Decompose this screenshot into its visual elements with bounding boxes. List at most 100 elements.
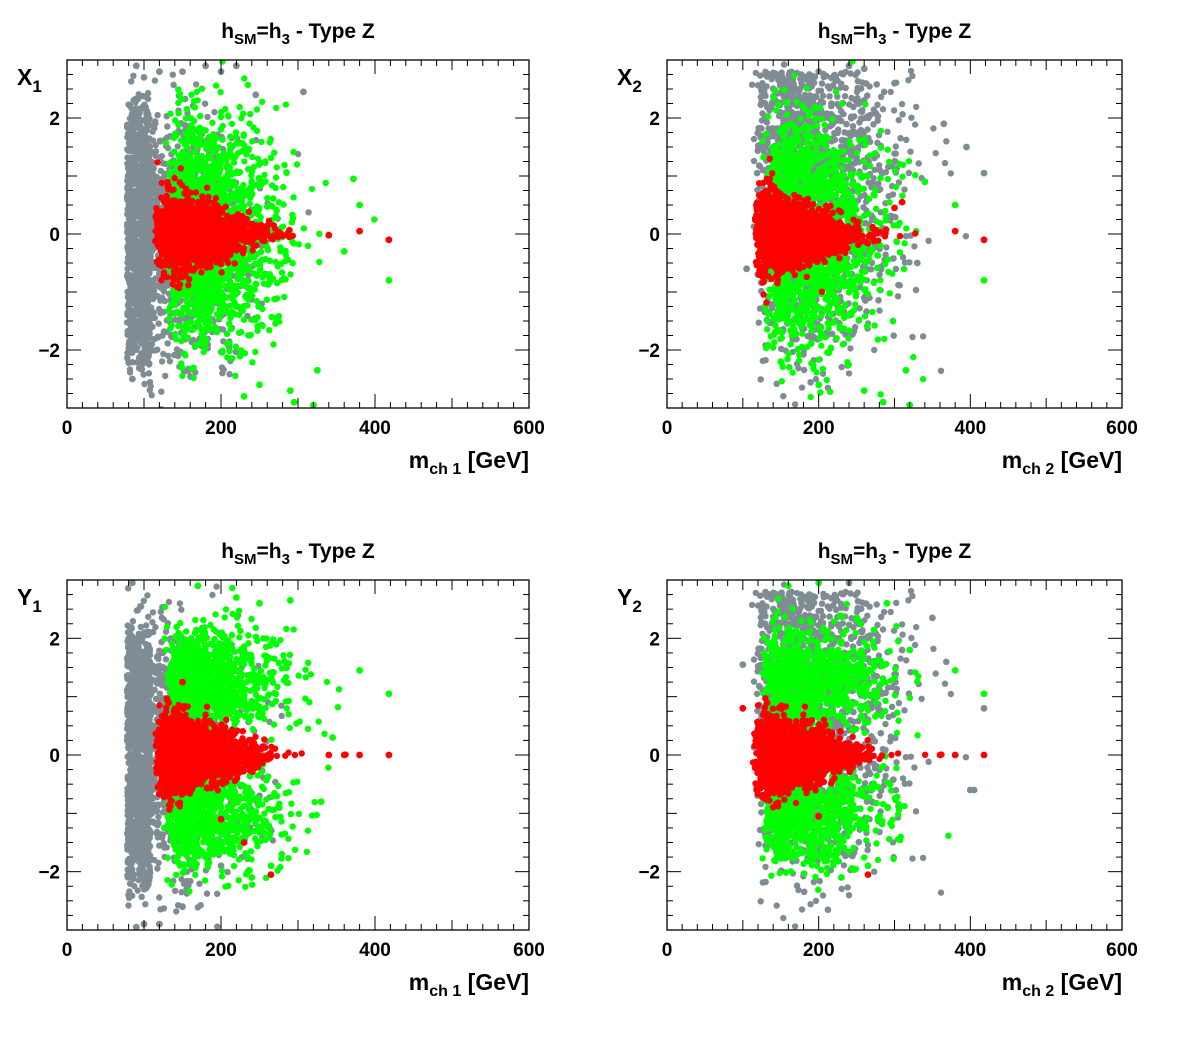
- data-point: [246, 120, 253, 127]
- data-point: [257, 265, 264, 273]
- data-point: [145, 352, 152, 359]
- data-point: [226, 268, 234, 275]
- data-point: [211, 108, 218, 116]
- data-point: [202, 320, 209, 327]
- data-point: [262, 232, 270, 239]
- data-point: [197, 178, 204, 185]
- data-point: [205, 271, 212, 278]
- data-point: [159, 221, 166, 228]
- data-point: [278, 269, 286, 276]
- data-point: [184, 334, 192, 341]
- data-point: [151, 125, 158, 132]
- data-point: [124, 270, 131, 277]
- data-point: [136, 353, 144, 361]
- data-point: [186, 170, 193, 177]
- data-point: [126, 366, 134, 373]
- data-point: [198, 85, 206, 92]
- data-point: [163, 192, 170, 200]
- data-point: [167, 110, 174, 117]
- data-point: [245, 272, 252, 279]
- data-point: [227, 302, 234, 309]
- data-point: [165, 307, 172, 315]
- data-point: [254, 323, 261, 330]
- data-point: [220, 150, 227, 157]
- data-point: [204, 113, 211, 121]
- data-point: [261, 171, 268, 179]
- data-point: [162, 372, 169, 380]
- data-point: [217, 166, 224, 173]
- data-point: [170, 81, 177, 89]
- data-point: [270, 341, 277, 348]
- data-point: [185, 282, 192, 289]
- data-point: [231, 282, 238, 289]
- data-point: [385, 277, 393, 284]
- data-point: [275, 313, 283, 320]
- data-point: [152, 292, 159, 300]
- data-point: [146, 379, 154, 386]
- data-point: [304, 242, 312, 249]
- data-point: [251, 206, 258, 214]
- data-point: [138, 213, 146, 221]
- data-point: [141, 287, 149, 294]
- data-point: [139, 297, 146, 304]
- data-point: [133, 346, 140, 353]
- data-point: [132, 62, 140, 70]
- data-point: [154, 111, 161, 119]
- data-point: [136, 150, 144, 158]
- data-point: [201, 293, 209, 301]
- data-point: [226, 347, 233, 355]
- data-point: [144, 89, 152, 97]
- data-point: [130, 132, 138, 139]
- data-point: [181, 121, 189, 129]
- data-point: [124, 146, 131, 153]
- data-point: [273, 214, 280, 222]
- data-point: [271, 149, 278, 156]
- data-point: [241, 158, 248, 165]
- data-point: [252, 91, 260, 99]
- data-point: [215, 144, 222, 151]
- data-point: [193, 138, 200, 146]
- data-point: [188, 338, 195, 346]
- data-point: [245, 264, 253, 271]
- data-point: [218, 269, 225, 276]
- data-point: [144, 95, 152, 103]
- data-point: [240, 393, 248, 400]
- data-point: [194, 97, 201, 104]
- data-point: [160, 328, 168, 335]
- data-point: [240, 202, 247, 210]
- data-point: [164, 352, 172, 359]
- data-point: [158, 388, 165, 395]
- data-point: [340, 248, 348, 255]
- data-point: [254, 271, 261, 278]
- data-point: [290, 398, 298, 406]
- data-point: [198, 269, 205, 276]
- data-point: [158, 153, 165, 160]
- data-point: [218, 364, 226, 371]
- data-point: [249, 153, 256, 161]
- data-point: [166, 260, 174, 267]
- data-point: [178, 337, 185, 345]
- data-point: [253, 106, 261, 113]
- data-point: [223, 163, 230, 171]
- data-point: [171, 130, 179, 138]
- data-point: [219, 326, 227, 333]
- data-point: [157, 167, 164, 175]
- data-point: [273, 279, 281, 287]
- data-point: [160, 350, 167, 358]
- data-point: [208, 292, 215, 300]
- data-point: [190, 287, 197, 294]
- data-point: [257, 224, 264, 231]
- data-point: [262, 178, 269, 185]
- data-point: [237, 349, 245, 356]
- data-point: [153, 187, 161, 194]
- data-point: [139, 173, 147, 180]
- data-point: [133, 300, 140, 307]
- data-point: [221, 282, 229, 290]
- data-point: [177, 267, 184, 274]
- data-point: [131, 124, 139, 132]
- data-point: [218, 237, 226, 245]
- data-point: [147, 263, 154, 270]
- data-point: [245, 146, 252, 154]
- data-point: [232, 372, 239, 379]
